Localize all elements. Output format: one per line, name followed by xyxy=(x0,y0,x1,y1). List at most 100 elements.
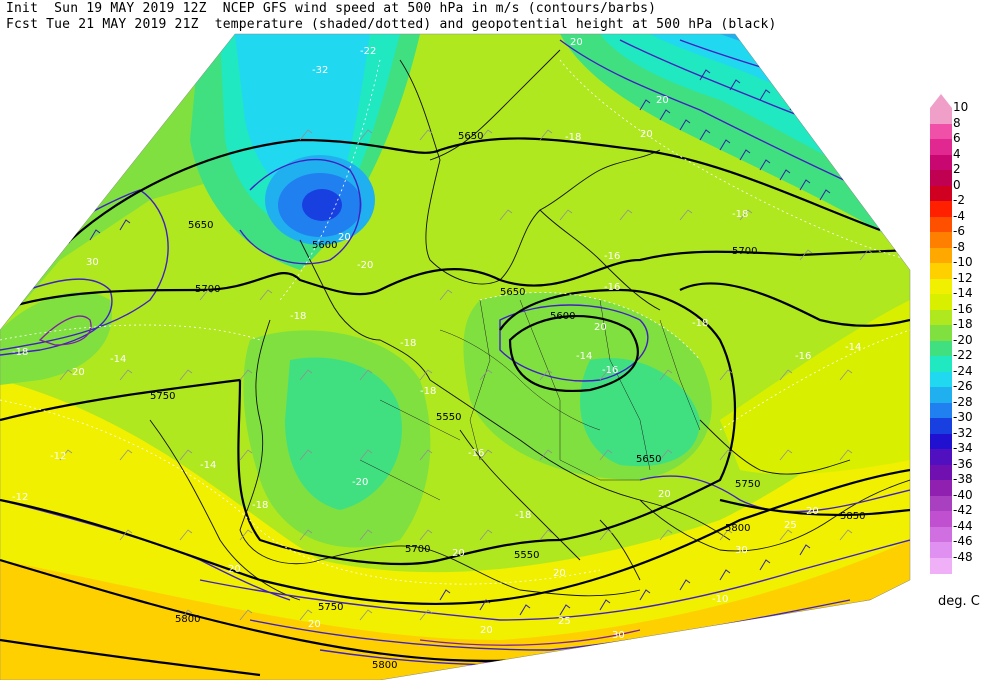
domain-outline xyxy=(0,33,911,680)
wind-label: 20 xyxy=(553,568,566,579)
height-label: 5650 xyxy=(458,131,483,142)
colorbar-label: -38 xyxy=(953,472,973,486)
wind-label: 20 xyxy=(656,95,669,106)
colorbar-label: -14 xyxy=(953,286,973,300)
colorbar-label: -24 xyxy=(953,363,973,378)
wind-label: 20 xyxy=(308,619,321,630)
height-contours xyxy=(0,137,910,677)
wind-label: 20 xyxy=(338,232,351,243)
wind-label: 25 xyxy=(784,520,797,531)
colorbar-label: 4 xyxy=(953,146,961,161)
temperature-label: -20 xyxy=(357,260,373,271)
temperature-label: -32 xyxy=(312,65,328,76)
height-label: 5850 xyxy=(840,511,865,522)
temperature-label: -22 xyxy=(360,46,376,57)
height-label: 5800 xyxy=(725,523,750,534)
colorbar-swatch xyxy=(930,247,952,264)
temperature-contours xyxy=(0,59,910,585)
wind-label: 20 xyxy=(806,506,819,517)
colorbar-swatch xyxy=(930,511,952,527)
colorbar-label: -28 xyxy=(953,394,973,409)
wind-label: 30 xyxy=(86,257,99,268)
temperature-label: -14 xyxy=(200,460,216,471)
temperature-label: -14 xyxy=(845,342,861,353)
colorbar-swatch xyxy=(930,464,952,481)
temperature-labels: -22 -32 -18 -18 -18 -20 -14 -16 -16 -18 … xyxy=(12,46,861,605)
colorbar-swatch xyxy=(930,433,952,450)
colorbar-label: -16 xyxy=(953,301,973,316)
colorbar-swatch xyxy=(930,526,952,543)
temperature-label: -14 xyxy=(576,351,592,362)
temperature-label: -18 xyxy=(515,510,531,521)
wind-label: 20 xyxy=(570,37,583,48)
temperature-label: -18 xyxy=(692,318,708,329)
colorbar-swatch xyxy=(930,294,952,310)
colorbar-swatch xyxy=(930,263,952,279)
height-label: 5750 xyxy=(735,479,760,490)
temperature-label: -10 xyxy=(712,594,728,605)
height-label: 5700 xyxy=(195,284,220,295)
temperature-label: -16 xyxy=(604,282,620,293)
colorbar-swatch xyxy=(930,309,952,326)
temperature-label: -16 xyxy=(795,351,811,362)
colorbar-swatch xyxy=(930,201,952,217)
height-label: 5700 xyxy=(732,246,757,257)
height-label: 5650 xyxy=(636,454,661,465)
colorbar-label: 0 xyxy=(953,177,961,192)
wind-label: 20 xyxy=(640,129,653,140)
colorbar-label: -12 xyxy=(953,270,973,285)
height-label: 5650 xyxy=(188,220,213,231)
colorbar-label: -30 xyxy=(953,410,973,424)
height-label: 5650 xyxy=(500,287,525,298)
height-label: 5550 xyxy=(436,412,461,423)
colorbar-swatch xyxy=(930,139,952,155)
colorbar-swatch xyxy=(930,418,952,434)
colorbar-swatch xyxy=(930,123,952,140)
wind-labels: 20 20 30 20 20 25 30 20 25 20 20 20 20 2… xyxy=(72,37,819,641)
colorbar-label: 2 xyxy=(953,162,961,176)
colorbar-label: -36 xyxy=(953,456,973,471)
colorbar-swatch xyxy=(930,108,952,124)
height-label: 5700 xyxy=(405,544,430,555)
height-label: 5600 xyxy=(312,240,337,251)
colorbar-label: -42 xyxy=(953,503,973,517)
height-label: 5800 xyxy=(372,660,397,671)
temperature-label: -18 xyxy=(290,311,306,322)
wind-label: 20 xyxy=(72,367,85,378)
height-label: 5550 xyxy=(514,550,539,561)
temperature-label: -20 xyxy=(352,477,368,488)
temperature-label: -18 xyxy=(565,132,581,143)
temperature-label: -18 xyxy=(12,347,28,358)
colorbar-label: -4 xyxy=(953,208,965,223)
temperature-label: -16 xyxy=(602,365,618,376)
colorbar-label: 10 xyxy=(953,100,969,114)
wind-barbs xyxy=(59,129,873,621)
height-labels: 5650 5700 5750 5650 5700 5750 5800 5600 … xyxy=(150,131,865,671)
colorbar-label: -34 xyxy=(953,441,973,455)
colorbar-swatch xyxy=(930,371,952,388)
colorbar-label: -40 xyxy=(953,487,973,502)
wind-label: 20 xyxy=(452,548,465,559)
colorbar-swatch xyxy=(930,170,952,186)
colorbar-swatch xyxy=(930,356,952,372)
colorbar-swatch xyxy=(930,340,952,357)
colorbar-label: -6 xyxy=(953,224,965,238)
header-init-line: Init Sun 19 MAY 2019 12Z NCEP GFS wind s… xyxy=(6,1,657,16)
colorbar-swatch xyxy=(930,185,952,202)
colorbar-swatch xyxy=(930,387,952,403)
temperature-label: -18 xyxy=(400,338,416,349)
colorbar-swatch xyxy=(930,278,952,295)
wind-label: 25 xyxy=(558,616,571,627)
colorbar-label: -18 xyxy=(953,317,973,331)
wind-label: 20 xyxy=(228,564,241,575)
colorbar-label: -32 xyxy=(953,425,973,440)
colorbar-swatch xyxy=(930,495,952,512)
temperature-label: -16 xyxy=(604,251,620,262)
colorbar-label: 6 xyxy=(953,131,961,145)
wind-label: 20 xyxy=(594,322,607,333)
colorbar-swatch xyxy=(930,154,952,171)
height-label: 5750 xyxy=(318,602,343,613)
colorbar-swatch xyxy=(930,216,952,233)
temperature-label: -12 xyxy=(50,451,66,462)
